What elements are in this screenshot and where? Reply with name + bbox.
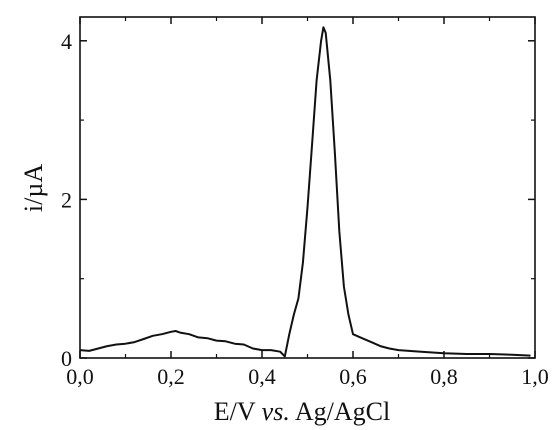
tick-group [79, 17, 536, 359]
y-axis-title: i/µA [19, 164, 48, 212]
y-tick-label: 4 [61, 29, 72, 54]
series-line [79, 26, 531, 358]
x-tick-label: 0,8 [430, 364, 458, 389]
y-tick-label: 2 [61, 187, 72, 212]
x-tick-label: 0,0 [66, 364, 94, 389]
plot-frame [79, 16, 536, 359]
y-tick-label: 0 [61, 346, 72, 371]
tick-label-group: 0,0 0,2 0,4 0,6 0,8 1,0 0 2 4 [61, 29, 549, 389]
x-tick-label: 1,0 [521, 364, 549, 389]
x-axis-title: E/V vs. Ag/AgCl [214, 397, 391, 426]
x-tick-label: 0,4 [248, 364, 276, 389]
x-tick-label: 0,6 [339, 364, 367, 389]
x-tick-label: 0,2 [157, 364, 185, 389]
